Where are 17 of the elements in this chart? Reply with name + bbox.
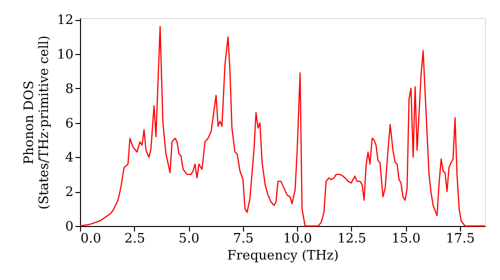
x-tick-label: 12.5 — [337, 232, 366, 246]
y-tick-label: 0 — [65, 220, 74, 234]
x-tick-label: 2.5 — [124, 232, 146, 246]
x-tick-label: 10.0 — [283, 232, 312, 246]
y-axis-title: Phonon DOS (States/THz·primitive cell) — [22, 35, 52, 210]
y-tick-label: 8 — [65, 82, 74, 97]
y-tick-label: 10 — [56, 48, 74, 63]
x-tick-label: 15.0 — [392, 232, 421, 246]
x-tick-label: 5.0 — [178, 232, 200, 246]
x-axis-title: Frequency (THz) — [227, 248, 339, 264]
y-tick-label: 2 — [65, 185, 74, 200]
y-tick-label: 6 — [65, 116, 74, 132]
y-tick-label: 4 — [65, 150, 74, 166]
x-tick-label: 7.5 — [232, 232, 254, 246]
y-tick-label: 12 — [56, 13, 74, 28]
x-tick-label: 17.5 — [446, 232, 475, 246]
x-tick-label: 0.0 — [80, 232, 102, 246]
